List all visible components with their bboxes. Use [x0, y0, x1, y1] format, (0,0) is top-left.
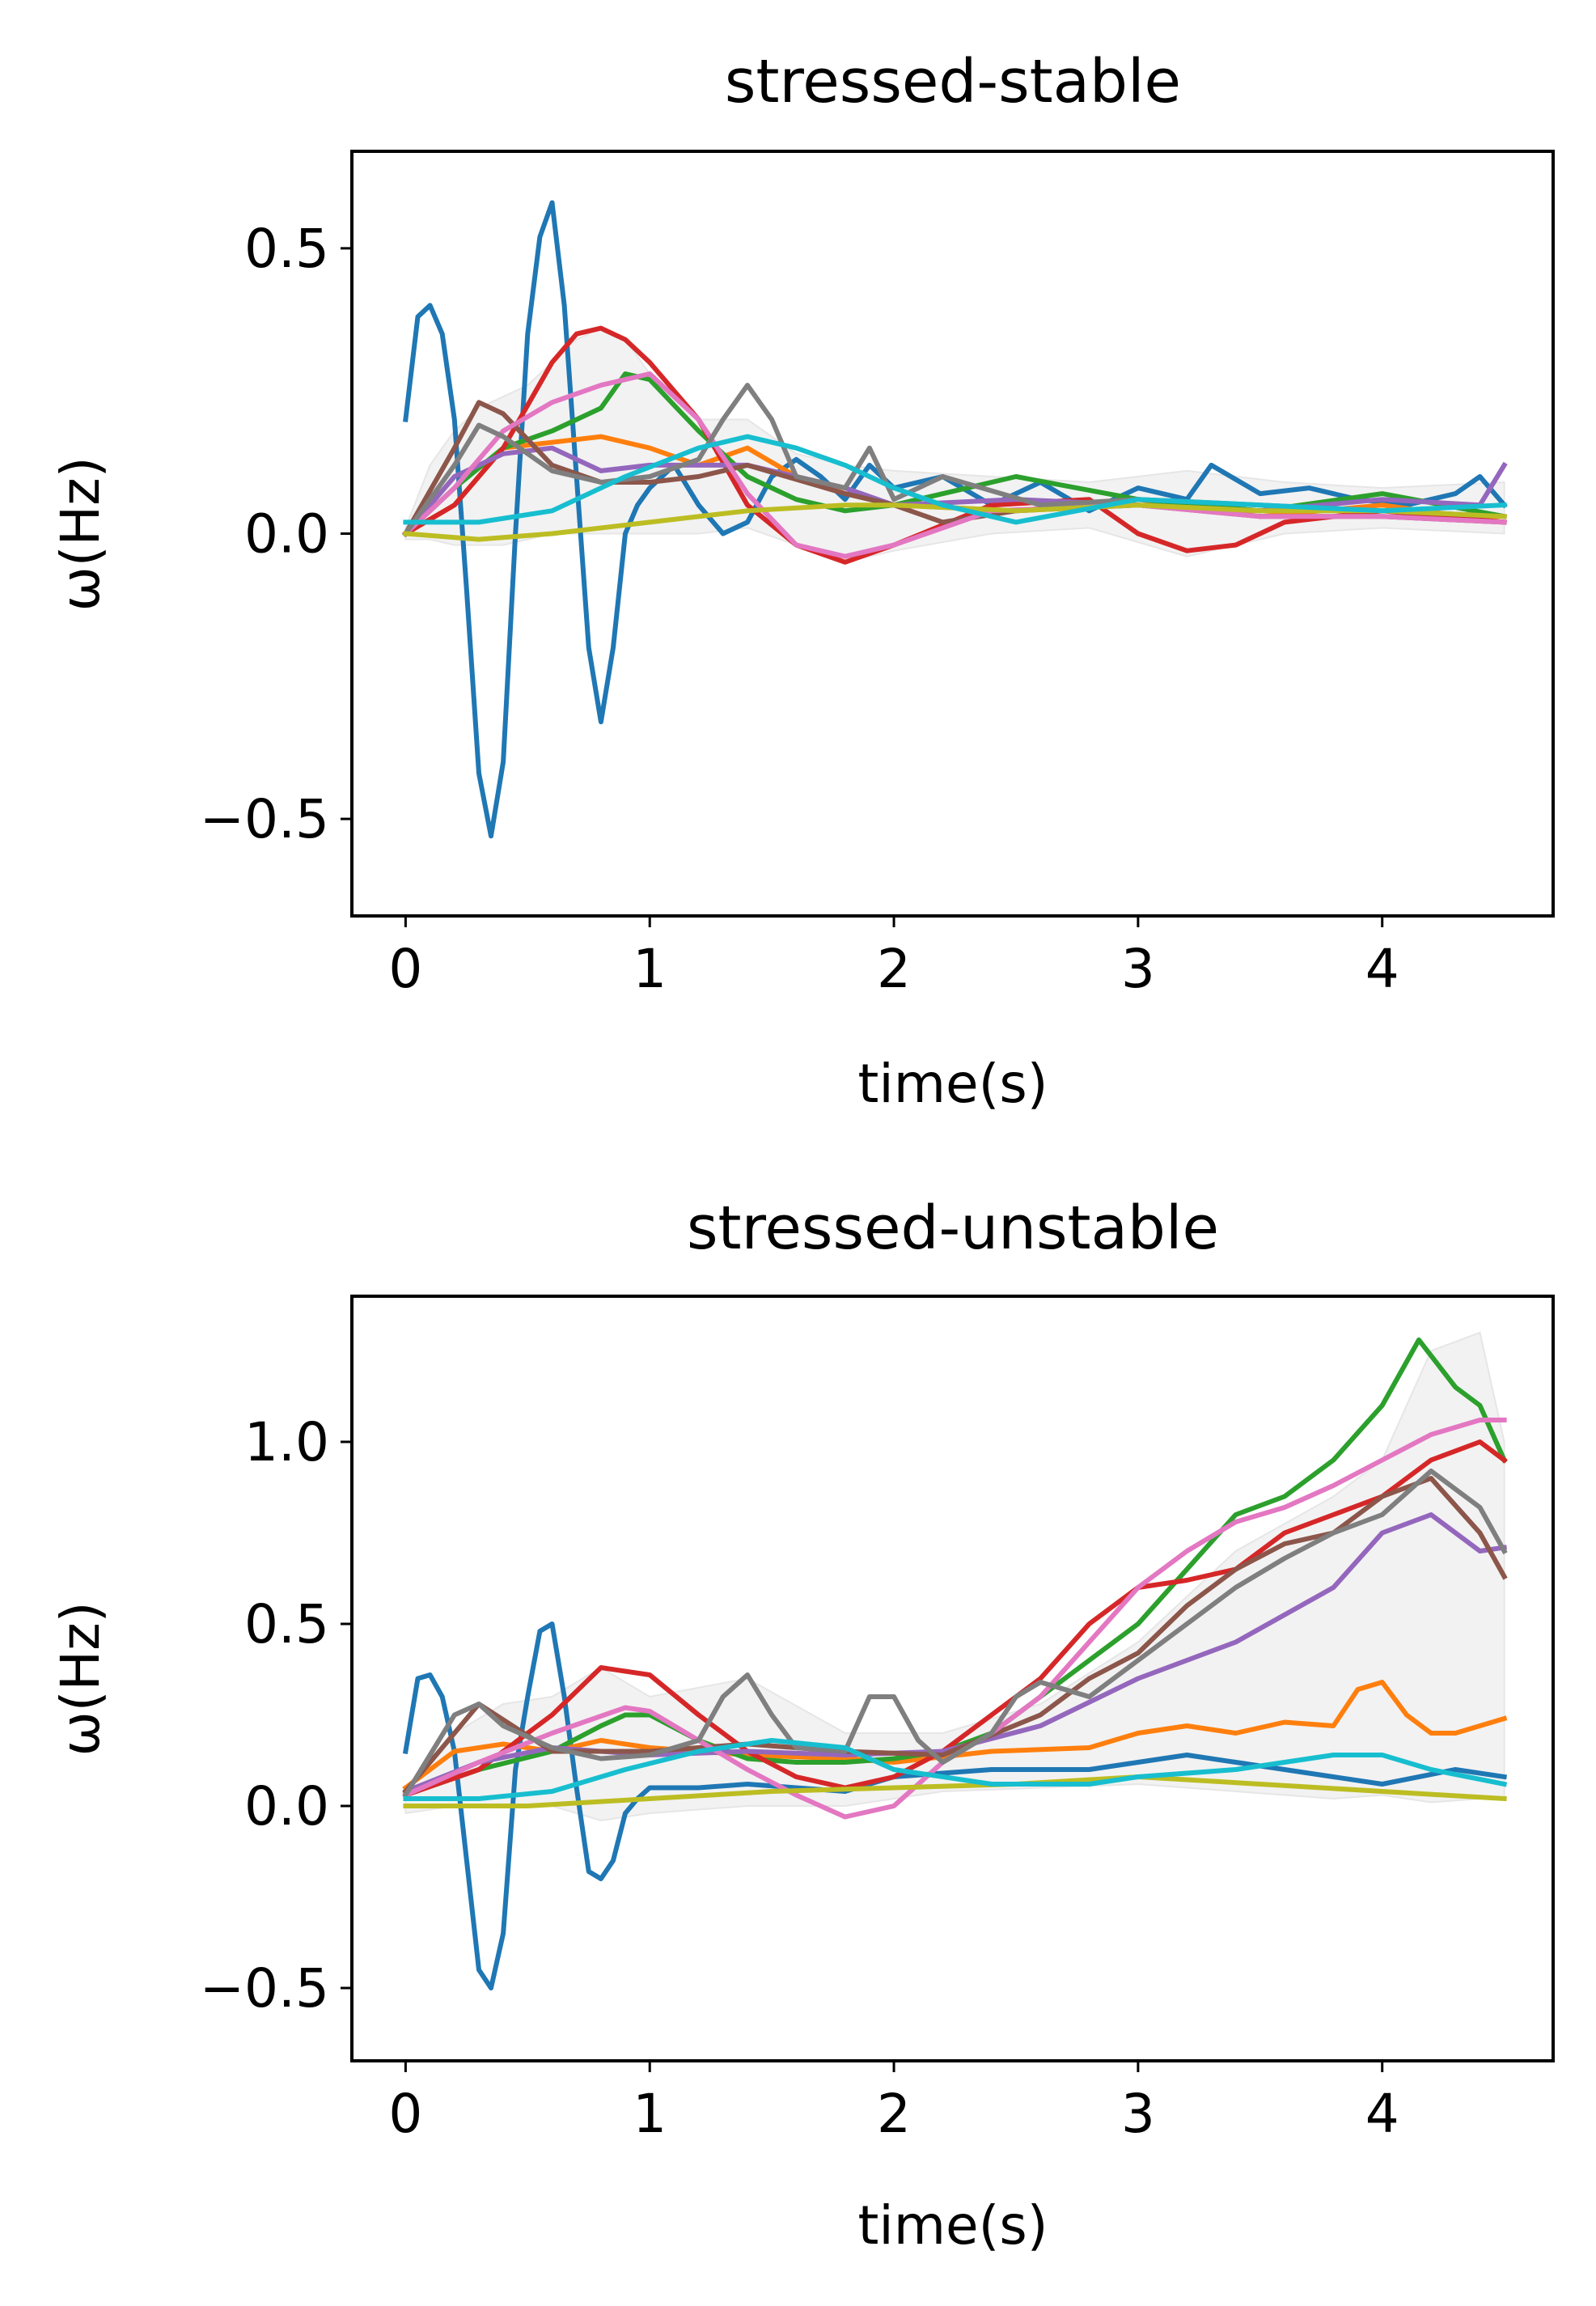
y-axis-label: ω(Hz): [49, 456, 112, 611]
series-line-C6: [402, 371, 1507, 559]
series-line-C7: [402, 1469, 1508, 1799]
series-line-C7: [402, 383, 1507, 537]
y-tick-label: 1.0: [244, 1411, 329, 1473]
x-tick-label: 2: [877, 938, 911, 1000]
y-tick-label: 0.5: [244, 1593, 329, 1655]
y-tick-label: 0.0: [244, 503, 329, 566]
series-line-C5: [402, 1476, 1508, 1795]
y-tick-label: 0.5: [244, 218, 329, 280]
series-line-C8: [403, 502, 1507, 542]
x-tick-label: 1: [633, 2083, 667, 2145]
series-line-C8: [403, 1774, 1507, 1808]
plot-area-frame: [350, 1295, 1555, 2062]
y-tick-label: −0.5: [200, 1957, 329, 2020]
x-tick-label: 1: [633, 938, 667, 1000]
chart-title: stressed-stable: [725, 47, 1181, 117]
y-tick-label: −0.5: [200, 788, 329, 850]
chart-panel-stressed-unstable: stressed-unstable 0 1 2 3 4 −0.5 0.0 0.5 1.0 ti…: [49, 1193, 1555, 2257]
x-tick-label: 2: [877, 2083, 911, 2145]
chart-title: stressed-unstable: [687, 1193, 1219, 1263]
y-axis-label: ω(Hz): [49, 1601, 112, 1756]
series-line-C9: [403, 1738, 1508, 1801]
series-line-C0: [402, 1621, 1508, 1990]
series-line-C1: [402, 1680, 1508, 1791]
y-tick-label: 0.0: [244, 1775, 329, 1838]
x-tick-label: 0: [388, 2083, 422, 2145]
x-tick-label: 3: [1121, 938, 1155, 1000]
x-axis-label: time(s): [858, 2194, 1048, 2257]
x-tick-label: 3: [1121, 2083, 1155, 2145]
x-tick-label: 4: [1365, 2083, 1399, 2145]
series-line-C3: [402, 1439, 1508, 1799]
x-tick-label: 0: [388, 938, 422, 1000]
series-line-C0: [403, 200, 1508, 839]
x-axis-label: time(s): [858, 1053, 1048, 1115]
x-tick-label: 4: [1365, 938, 1399, 1000]
series-line-C9: [403, 434, 1507, 525]
chart-panel-stressed-stable: stressed-stable 0 1 2 3 4 −0.5 0.0 0.5 time(s)…: [49, 47, 1555, 1115]
